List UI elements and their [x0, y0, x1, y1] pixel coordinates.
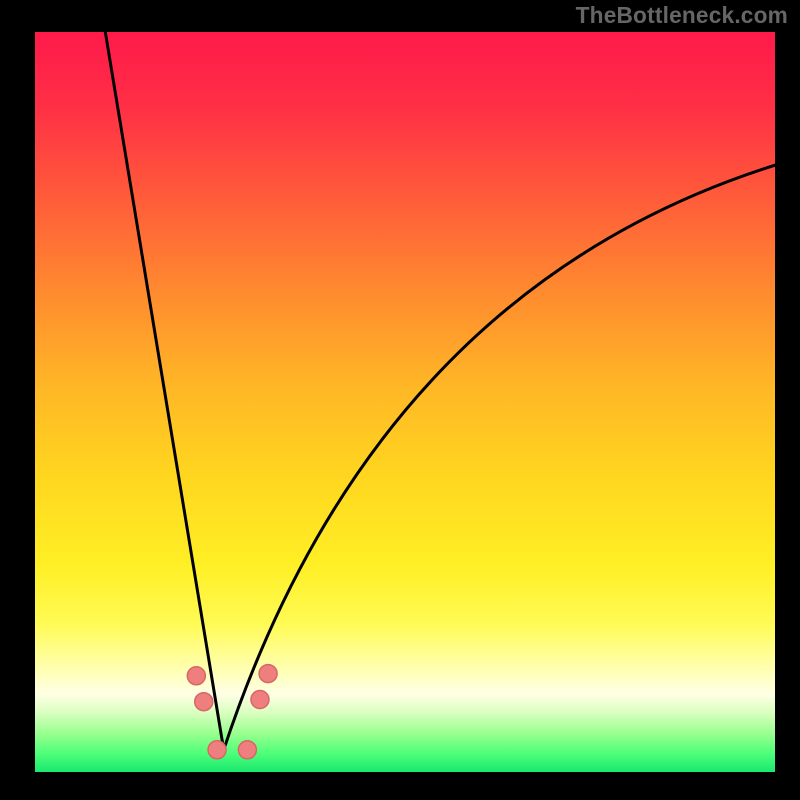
- marker-bottom-r: [238, 741, 256, 759]
- marker-left-upper: [187, 667, 205, 685]
- bottleneck-chart: [0, 0, 800, 800]
- chart-container: TheBottleneck.com: [0, 0, 800, 800]
- marker-right-upper: [259, 665, 277, 683]
- watermark-text: TheBottleneck.com: [576, 2, 788, 29]
- marker-right-lower: [251, 690, 269, 708]
- marker-left-lower: [195, 693, 213, 711]
- marker-bottom-l: [208, 741, 226, 759]
- plot-area: [35, 32, 775, 772]
